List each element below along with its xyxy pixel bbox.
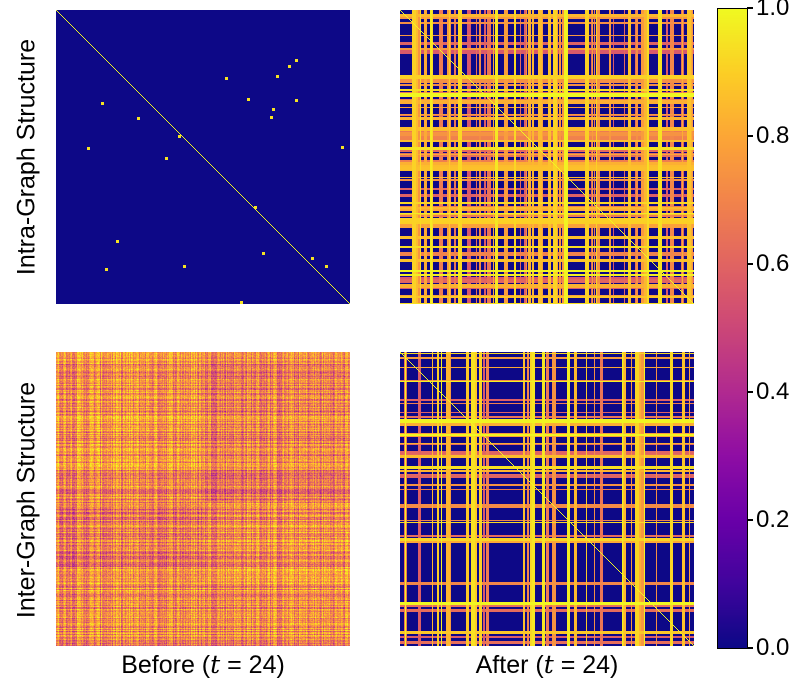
- heatmap-canvas-intra-after: [400, 10, 694, 304]
- heatmap-canvas-inter-before: [56, 352, 350, 646]
- heatmap-intra-before: [56, 10, 350, 304]
- heatmap-inter-before: [56, 352, 350, 646]
- col-label-after-rest: = 24): [553, 651, 619, 679]
- colorbar-ticks: 0.0 0.2 0.4 0.6 0.8 1.0: [747, 0, 801, 661]
- row-label-inter-graph: Inter-Graph Structure: [12, 381, 41, 619]
- col-label-before-rest: = 24): [220, 651, 285, 679]
- heatmap-canvas-inter-after: [400, 352, 694, 646]
- colorbar-tick-mark: [747, 135, 753, 137]
- col-label-after-text: After (: [475, 651, 544, 679]
- colorbar-tick-label: 0.0: [756, 634, 790, 661]
- colorbar-tick-label: 0.6: [756, 250, 790, 277]
- colorbar-gradient: [717, 8, 747, 648]
- col-label-before: Before (t = 24): [121, 650, 285, 680]
- colorbar-tick-mark: [747, 647, 753, 649]
- col-label-after-math: t: [543, 650, 554, 679]
- col-label-before-text: Before (: [121, 651, 211, 679]
- colorbar-tick-label: 0.4: [756, 378, 790, 405]
- colorbar-tick-label: 0.8: [756, 122, 790, 149]
- colorbar-tick-mark: [747, 7, 753, 9]
- col-label-after: After (t = 24): [476, 650, 619, 680]
- row-label-intra-graph: Intra-Graph Structure: [12, 38, 41, 276]
- heatmap-canvas-intra-before: [56, 10, 350, 304]
- colorbar-tick-label: 1.0: [756, 0, 790, 21]
- colorbar: [717, 8, 748, 649]
- col-label-before-math: t: [210, 650, 221, 679]
- colorbar-tick-label: 0.2: [756, 506, 790, 533]
- colorbar-tick-mark: [747, 263, 753, 265]
- colorbar-frame: [717, 8, 748, 649]
- heatmap-intra-after: [400, 10, 694, 304]
- heatmap-inter-after: [400, 352, 694, 646]
- colorbar-tick-mark: [747, 391, 753, 393]
- colorbar-tick-mark: [747, 519, 753, 521]
